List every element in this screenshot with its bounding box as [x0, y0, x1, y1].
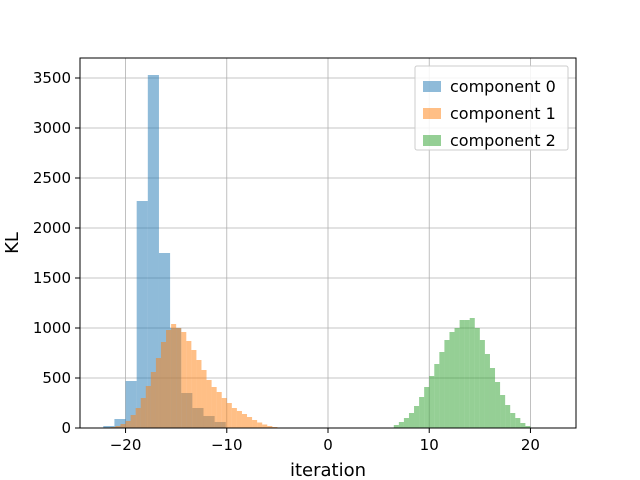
histogram-bar: [398, 422, 404, 428]
histogram-bar: [120, 424, 126, 428]
histogram-bar: [414, 406, 420, 428]
histogram-bar: [241, 414, 248, 428]
x-tick-label: 10: [420, 436, 439, 454]
histogram-bar: [479, 340, 485, 428]
histogram-bar: [424, 387, 430, 428]
legend-swatch: [423, 81, 441, 92]
histogram-bar: [201, 370, 207, 428]
histogram-bar: [257, 422, 263, 428]
histogram-bar: [510, 413, 516, 428]
histogram-bar: [484, 354, 490, 428]
histogram-bar: [206, 380, 212, 428]
y-tick-label: 1000: [33, 319, 71, 337]
y-tick-label: 1500: [33, 269, 71, 287]
histogram-bar: [252, 420, 258, 428]
histogram-bar: [262, 424, 268, 428]
y-axis-ticks: 0 500 1000 1500 2000 2500 3000 3500: [33, 69, 80, 437]
histogram-bar: [176, 328, 182, 428]
histogram-bar: [495, 382, 501, 428]
legend-swatch: [423, 108, 441, 119]
histogram-bar: [247, 417, 253, 428]
x-tick-label: 20: [521, 436, 540, 454]
histogram-bar: [136, 201, 148, 428]
x-tick-label: −10: [211, 436, 243, 454]
histogram-bar: [459, 320, 465, 428]
histogram-bar: [191, 350, 197, 428]
x-axis-label: iteration: [290, 460, 366, 480]
histogram-bar: [186, 341, 192, 428]
histogram-bar: [196, 360, 202, 428]
histogram-bar: [449, 332, 455, 428]
histogram-bar: [236, 411, 242, 428]
histogram-bar: [500, 395, 506, 428]
histogram-bar: [439, 352, 445, 428]
histogram-bar: [147, 75, 159, 428]
histogram-bar: [160, 342, 167, 428]
histogram-bar: [429, 376, 435, 428]
histogram-bar: [125, 381, 137, 428]
histogram-bar: [145, 386, 151, 428]
histogram-bar: [216, 392, 222, 428]
histogram-bar: [231, 408, 237, 428]
histogram-bar: [434, 364, 440, 428]
histogram-bar: [403, 418, 409, 428]
histogram-bar: [115, 426, 121, 428]
histogram-bar: [454, 328, 460, 428]
histogram-bar: [489, 368, 496, 428]
legend-label: component 1: [450, 104, 556, 123]
histogram-bar: [171, 324, 177, 428]
histogram-bar: [408, 413, 415, 428]
histogram-bar: [125, 421, 131, 428]
y-axis-label: KL: [2, 232, 23, 254]
y-tick-label: 3500: [33, 69, 71, 87]
legend: component 0 component 1 component 2: [414, 65, 569, 151]
histogram-bar: [181, 332, 187, 428]
y-tick-label: 500: [42, 369, 71, 387]
histogram-bar: [474, 328, 480, 428]
legend-frame: [414, 65, 569, 151]
histogram-bar: [469, 318, 475, 428]
histogram-bars: [103, 75, 531, 428]
series-2-bars: [393, 318, 531, 428]
histogram-bar: [103, 426, 115, 428]
y-tick-label: 0: [61, 419, 71, 437]
histogram-bar: [419, 397, 425, 428]
histogram-bar: [226, 403, 232, 428]
legend-label: component 0: [450, 77, 556, 96]
histogram-bar: [393, 425, 399, 428]
histogram-bar: [464, 320, 470, 428]
histogram-bar: [166, 330, 172, 428]
histogram-bar: [267, 426, 273, 428]
legend-label: component 2: [450, 131, 556, 150]
histogram-bar: [520, 423, 526, 428]
y-tick-label: 2000: [33, 219, 71, 237]
histogram-bar: [150, 372, 156, 428]
histogram-bar: [221, 398, 227, 428]
histogram-bar: [155, 358, 161, 428]
y-tick-label: 3000: [33, 119, 71, 137]
histogram-bar: [505, 405, 511, 428]
x-axis-ticks: −20 −10 0 10 20: [110, 428, 540, 454]
series-1-bars: [105, 324, 278, 428]
histogram-bar: [158, 253, 171, 428]
histogram-bar: [211, 387, 217, 428]
histogram-bar: [515, 418, 521, 428]
x-tick-label: 0: [323, 436, 333, 454]
x-tick-label: −20: [110, 436, 142, 454]
histogram-bar: [444, 340, 450, 428]
histogram-bar: [135, 408, 141, 428]
legend-swatch: [423, 135, 441, 146]
histogram-bar: [114, 419, 126, 428]
histogram-bar: [525, 426, 531, 428]
y-tick-label: 2500: [33, 169, 71, 187]
histogram-bar: [140, 398, 146, 428]
histogram-bar: [130, 415, 136, 428]
